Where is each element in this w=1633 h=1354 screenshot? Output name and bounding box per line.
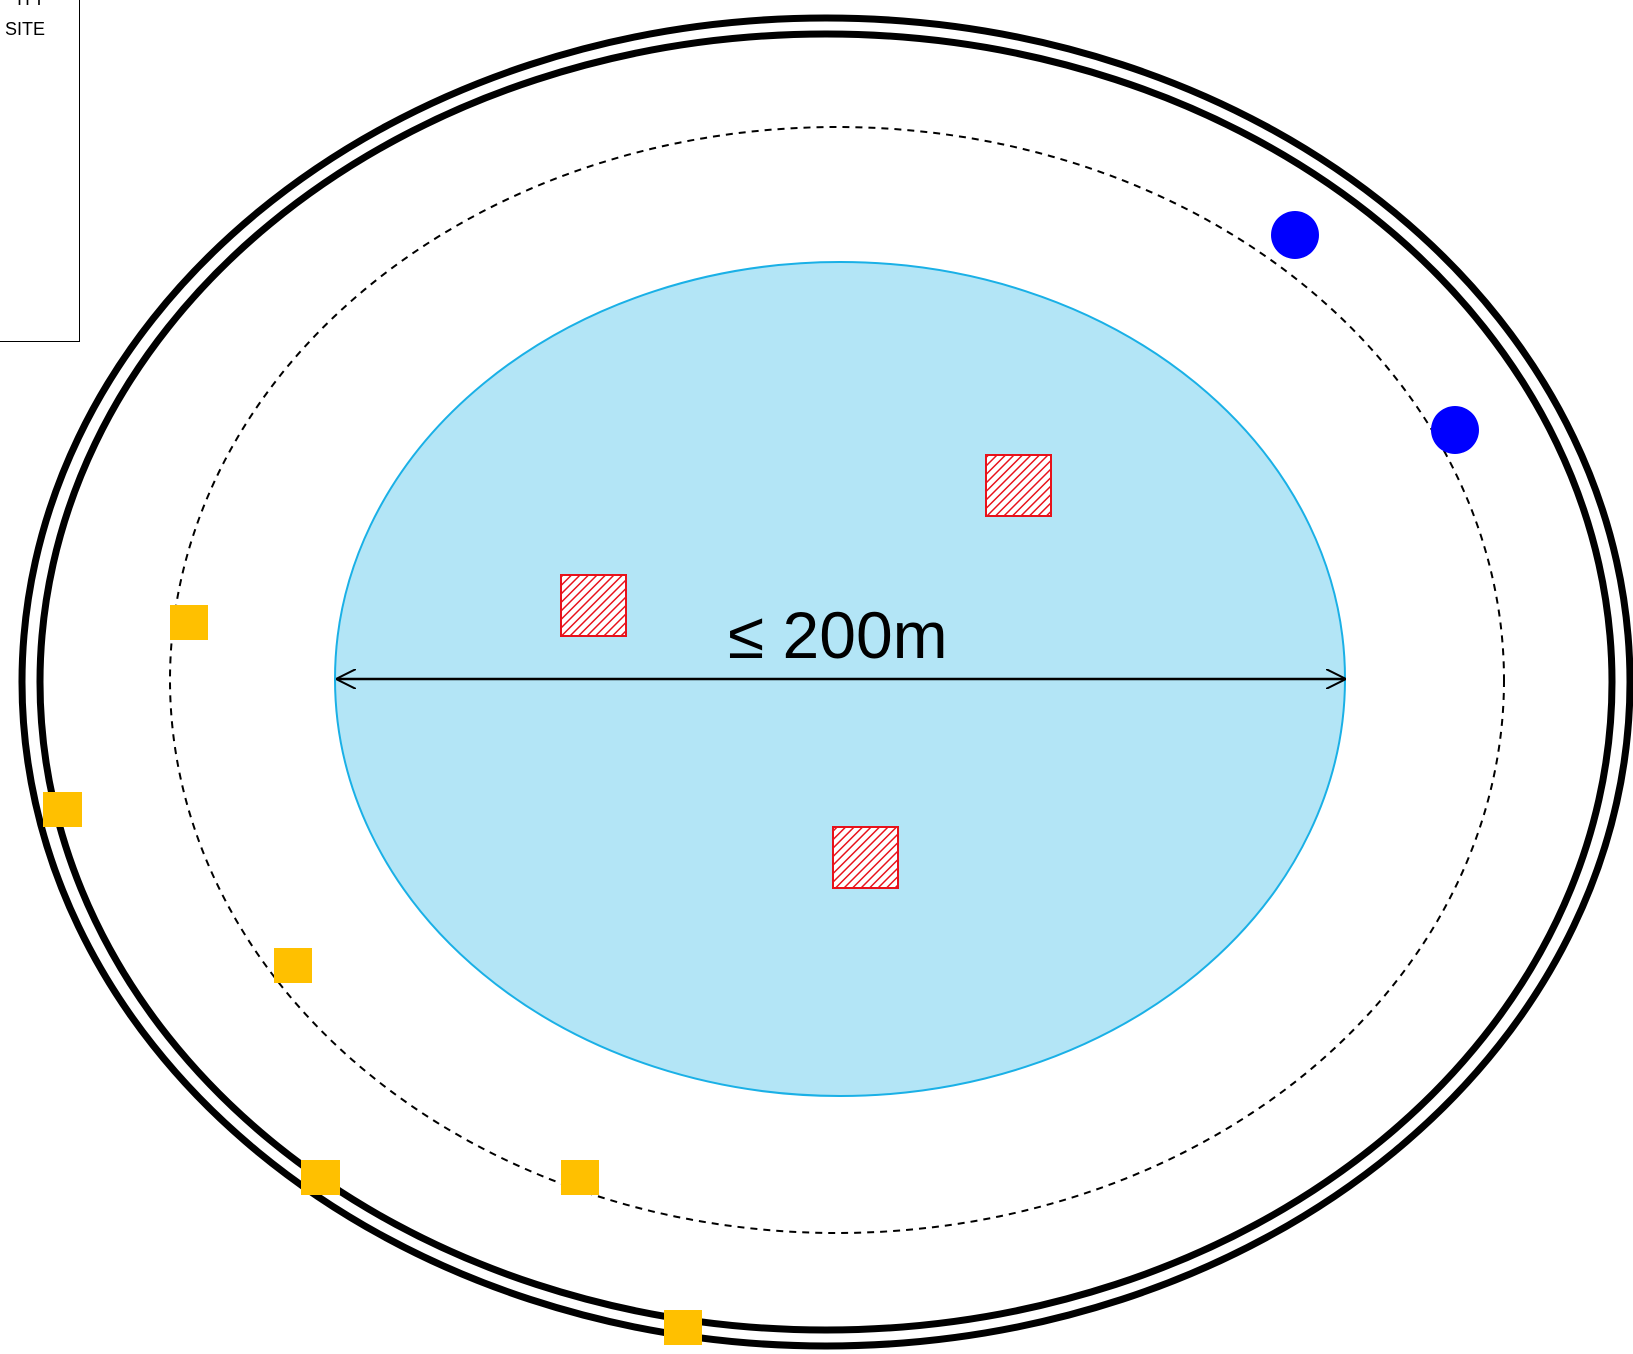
yellow-marker-4: [301, 1160, 340, 1195]
yellow-marker-1: [170, 605, 208, 640]
yellow-marker-6: [664, 1310, 702, 1345]
inner-boundary-line: [36, 30, 1616, 1334]
hatched-marker-2: [560, 574, 627, 637]
yellow-marker-3: [274, 948, 312, 983]
hatched-marker-3: [832, 826, 899, 889]
hatched-marker-1: [985, 454, 1052, 517]
legend-text-line-1: ITY: [17, 0, 45, 9]
outer-boundary-line: [18, 14, 1633, 1350]
blue-marker-1: [1271, 211, 1319, 259]
blue-marker-2: [1431, 406, 1479, 454]
legend-box: ITY SITE: [0, 0, 80, 342]
yellow-marker-2: [43, 792, 82, 827]
legend-text-line-2: SITE: [4, 19, 45, 39]
yellow-marker-5: [561, 1160, 599, 1195]
scale-label: ≤ 200m: [728, 598, 948, 672]
dashed-perimeter: [169, 126, 1505, 1234]
